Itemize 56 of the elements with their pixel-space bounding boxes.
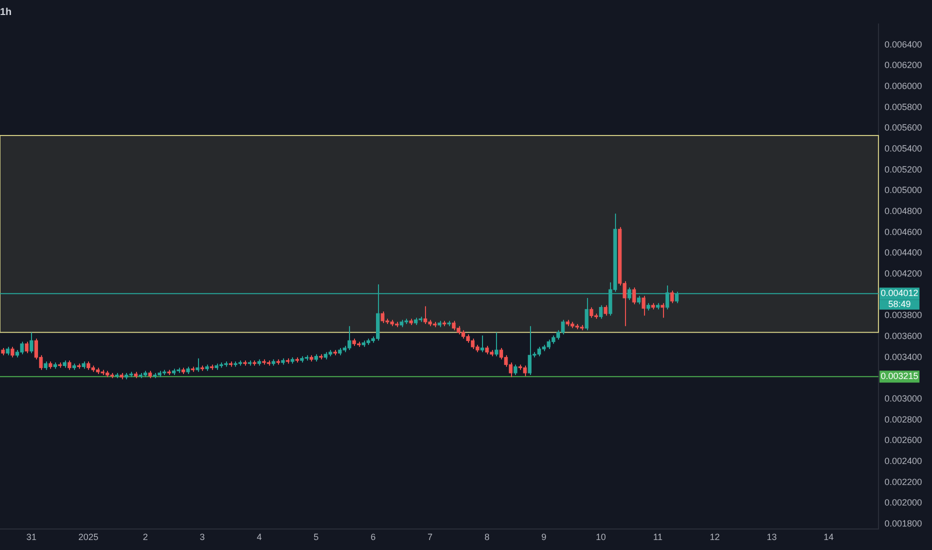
candlestick bbox=[24, 341, 29, 354]
candlestick bbox=[670, 290, 674, 304]
x-tick-label: 5 bbox=[314, 532, 319, 542]
candlestick bbox=[599, 304, 603, 320]
y-tick-label: 0.005800 bbox=[884, 102, 922, 112]
y-tick-label: 0.003800 bbox=[884, 310, 922, 320]
candlestick bbox=[632, 287, 636, 305]
y-tick-label: 0.003600 bbox=[884, 330, 922, 341]
candlestick bbox=[196, 358, 200, 372]
x-tick-label: 31 bbox=[26, 532, 36, 542]
candlestick bbox=[10, 346, 14, 358]
candlestick bbox=[584, 297, 588, 331]
x-tick-label: 2 bbox=[142, 532, 148, 542]
y-tick-label: 0.004200 bbox=[884, 268, 922, 278]
y-tick-label: 0.002200 bbox=[884, 476, 922, 487]
x-tick-label: 3 bbox=[200, 532, 205, 542]
x-tick-label: 2025 bbox=[78, 532, 98, 542]
x-tick-label: 9 bbox=[541, 532, 546, 542]
x-tick-label: 10 bbox=[596, 532, 606, 542]
y-tick-label: 0.005200 bbox=[884, 164, 922, 174]
candlestick bbox=[494, 332, 498, 357]
y-tick-label: 0.004800 bbox=[884, 206, 922, 216]
x-tick-label: 14 bbox=[824, 532, 834, 542]
y-tick-label: 0.004600 bbox=[884, 226, 922, 237]
x-tick-label: 11 bbox=[653, 532, 662, 542]
y-tick-label: 0.002000 bbox=[884, 498, 922, 508]
x-tick-label: 6 bbox=[370, 532, 376, 542]
y-tick-label: 0.003400 bbox=[884, 352, 922, 362]
y-tick-label: 0.004400 bbox=[884, 248, 922, 258]
y-tick-label: 0.006400 bbox=[884, 39, 922, 50]
candlestick bbox=[604, 304, 608, 316]
ref-line-label: 0.003215 bbox=[880, 371, 918, 382]
y-tick-label: 0.003000 bbox=[884, 393, 922, 404]
y-tick-label: 0.005400 bbox=[884, 143, 922, 154]
ref-line-label: 0.004012 bbox=[880, 288, 918, 298]
x-tick-label: 4 bbox=[256, 532, 262, 542]
candlestick bbox=[660, 302, 664, 318]
y-tick-label: 0.002800 bbox=[884, 414, 922, 424]
candlestick bbox=[514, 364, 518, 376]
chart-title: 1h bbox=[0, 6, 12, 18]
x-tick-label: 7 bbox=[428, 532, 433, 542]
x-tick-label: 12 bbox=[710, 532, 720, 542]
y-tick-label: 0.002600 bbox=[884, 435, 922, 446]
x-tick-label: 13 bbox=[766, 532, 777, 542]
candlestick bbox=[480, 334, 484, 353]
y-tick-label: 0.006000 bbox=[884, 80, 922, 91]
x-tick-label: 8 bbox=[484, 532, 490, 542]
y-tick-label: 0.001800 bbox=[884, 518, 922, 528]
text: 58:49 bbox=[888, 299, 911, 310]
y-tick-label: 0.006200 bbox=[884, 60, 922, 70]
candlestick bbox=[68, 360, 72, 370]
candlestick bbox=[642, 295, 646, 316]
y-tick-label: 0.005000 bbox=[884, 185, 922, 196]
y-tick-label: 0.002400 bbox=[884, 456, 922, 466]
y-tick-label: 0.005600 bbox=[884, 122, 922, 133]
candlestick bbox=[30, 332, 34, 354]
